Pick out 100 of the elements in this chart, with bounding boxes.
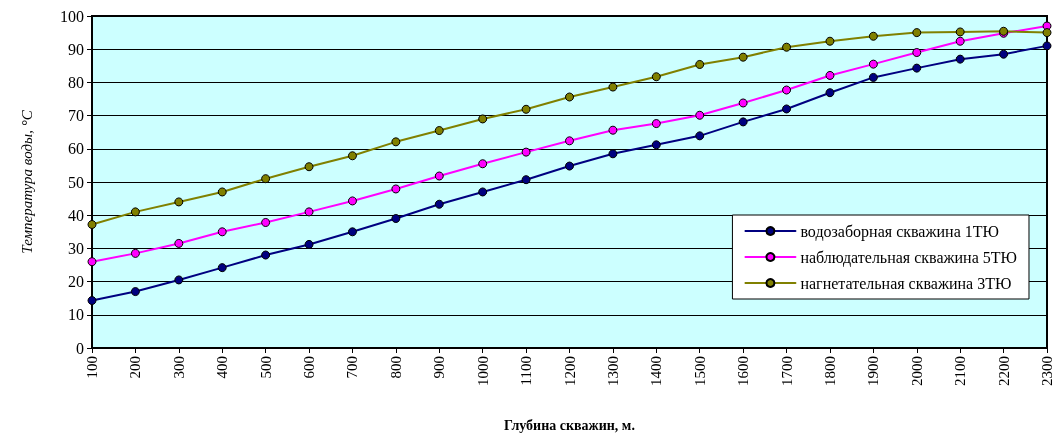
point (478, 187, 488, 197)
point (999, 49, 1009, 59)
x-axis-title: Глубина скважин, м. (504, 417, 635, 433)
point (608, 82, 618, 92)
point (825, 70, 835, 80)
point (565, 161, 574, 171)
point (825, 88, 835, 98)
point (304, 162, 314, 172)
point (608, 125, 618, 135)
y-tick-label: 80 (68, 73, 84, 91)
x-tick-label: 900 (431, 356, 448, 379)
point (261, 174, 271, 184)
point (391, 184, 401, 194)
point (521, 175, 531, 185)
point (868, 72, 878, 82)
y-tick-label: 30 (68, 239, 84, 257)
point (478, 114, 488, 124)
x-tick-label: 200 (127, 356, 144, 379)
point (391, 137, 401, 147)
point (261, 250, 271, 260)
point (347, 151, 357, 161)
y-tick-label: 70 (68, 107, 84, 125)
point (217, 227, 227, 237)
y-axis-title: Температура воды, °С (18, 109, 35, 254)
x-tick-label: 300 (170, 356, 187, 379)
point (130, 248, 140, 258)
legend-label: водозаборная скважина 1ТЮ (800, 222, 999, 241)
point (825, 36, 835, 46)
point (738, 98, 748, 108)
point (782, 104, 792, 114)
point (955, 36, 965, 46)
x-tick-label: 1100 (518, 356, 535, 386)
x-tick-label: 1500 (691, 356, 708, 386)
point (782, 85, 792, 95)
point (174, 197, 184, 207)
x-tick-label: 1000 (474, 356, 491, 386)
point (738, 117, 748, 127)
point (304, 207, 314, 217)
point (912, 28, 922, 38)
point (87, 257, 97, 267)
x-tick-label: 1700 (778, 356, 795, 386)
point (738, 52, 748, 62)
point (1042, 28, 1052, 38)
y-tick-label: 20 (68, 273, 84, 291)
point (955, 27, 965, 37)
x-tick-label: 2000 (908, 356, 925, 386)
point (217, 187, 227, 197)
x-tick-label: 1300 (604, 356, 621, 386)
legend-label: наблюдательная скважина 5ТЮ (800, 248, 1017, 267)
y-tick-label: 50 (68, 173, 84, 191)
point (434, 171, 444, 181)
point (521, 147, 531, 157)
y-tick-label: 10 (68, 306, 84, 324)
point (1042, 41, 1052, 51)
point (868, 31, 878, 41)
point (912, 48, 922, 58)
x-tick-label: 1200 (561, 356, 578, 386)
x-tick-label: 400 (214, 356, 231, 379)
x-tick-label: 800 (387, 356, 404, 379)
x-tick-label: 1400 (648, 356, 665, 386)
point (651, 140, 661, 150)
point (695, 131, 705, 141)
point (565, 136, 574, 146)
point (695, 59, 705, 69)
point (347, 196, 357, 206)
point (304, 239, 314, 249)
point (217, 263, 227, 273)
point (521, 104, 531, 114)
point (478, 159, 488, 169)
legend-label: нагнетательная скважина 3ТЮ (800, 274, 1012, 292)
point (651, 72, 661, 82)
point (347, 227, 357, 237)
point (130, 207, 140, 217)
y-tick-label: 100 (60, 7, 84, 25)
point (695, 110, 705, 120)
point (782, 42, 792, 52)
point (261, 218, 271, 227)
y-tick-label: 90 (68, 40, 84, 58)
x-tick-label: 500 (257, 356, 274, 379)
x-tick-label: 1600 (735, 356, 752, 386)
point (174, 238, 184, 248)
y-tick-label: 60 (68, 140, 84, 158)
x-tick-label: 1800 (821, 356, 838, 386)
point (912, 63, 922, 73)
x-tick-label: 1900 (865, 356, 882, 386)
y-tick-label: 0 (76, 339, 84, 357)
point (955, 54, 965, 64)
point (87, 220, 97, 229)
x-tick-label: 2100 (952, 356, 969, 386)
point (130, 287, 140, 297)
point (608, 149, 618, 159)
point (434, 199, 444, 209)
point (565, 92, 574, 102)
x-tick-label: 600 (301, 356, 318, 379)
point (651, 119, 661, 129)
point (434, 126, 444, 136)
x-tick-label: 700 (344, 356, 361, 379)
point (87, 296, 97, 306)
x-tick-label: 2200 (995, 356, 1012, 386)
x-tick-label: 100 (84, 356, 100, 379)
